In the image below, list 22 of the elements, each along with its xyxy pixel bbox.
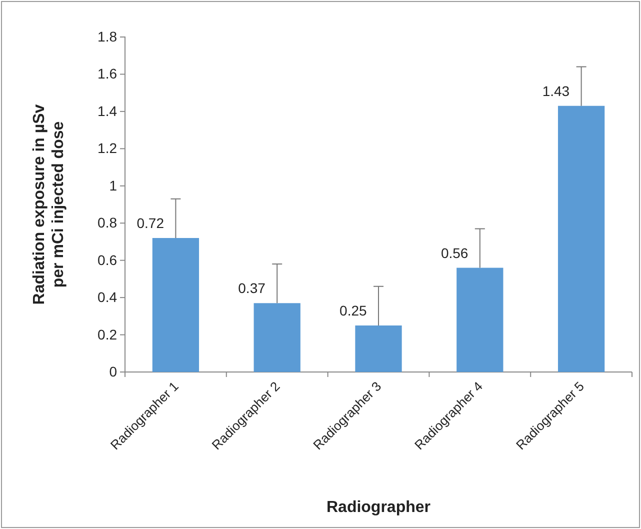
bar: [558, 106, 605, 372]
y-tick-label: 1.6: [98, 66, 118, 82]
data-label: 1.43: [542, 82, 570, 99]
y-tick-label: 1.8: [98, 28, 118, 44]
y-tick-label: 0.4: [98, 289, 118, 306]
bar: [254, 303, 300, 372]
y-tick-label: 1.4: [98, 102, 118, 119]
data-label: 0.72: [136, 215, 164, 231]
y-tick-label: 1: [109, 177, 118, 194]
y-tick-label: 0: [109, 363, 118, 380]
y-tick-label: 1.2: [98, 140, 118, 156]
y-axis-title: Radiation exposure in µSv per mCi injected dose: [31, 104, 68, 305]
y-tick-label: 0.6: [98, 252, 118, 268]
y-tick-label: 0.8: [98, 214, 118, 231]
x-axis-title: Radiographer: [326, 499, 431, 516]
bar: [355, 325, 402, 372]
y-tick-label: 0.2: [98, 326, 118, 342]
data-label: 0.37: [238, 280, 266, 296]
bar: [152, 238, 200, 372]
data-label: 0.56: [440, 244, 468, 261]
bar: [456, 268, 504, 372]
data-label: 0.25: [340, 302, 368, 318]
